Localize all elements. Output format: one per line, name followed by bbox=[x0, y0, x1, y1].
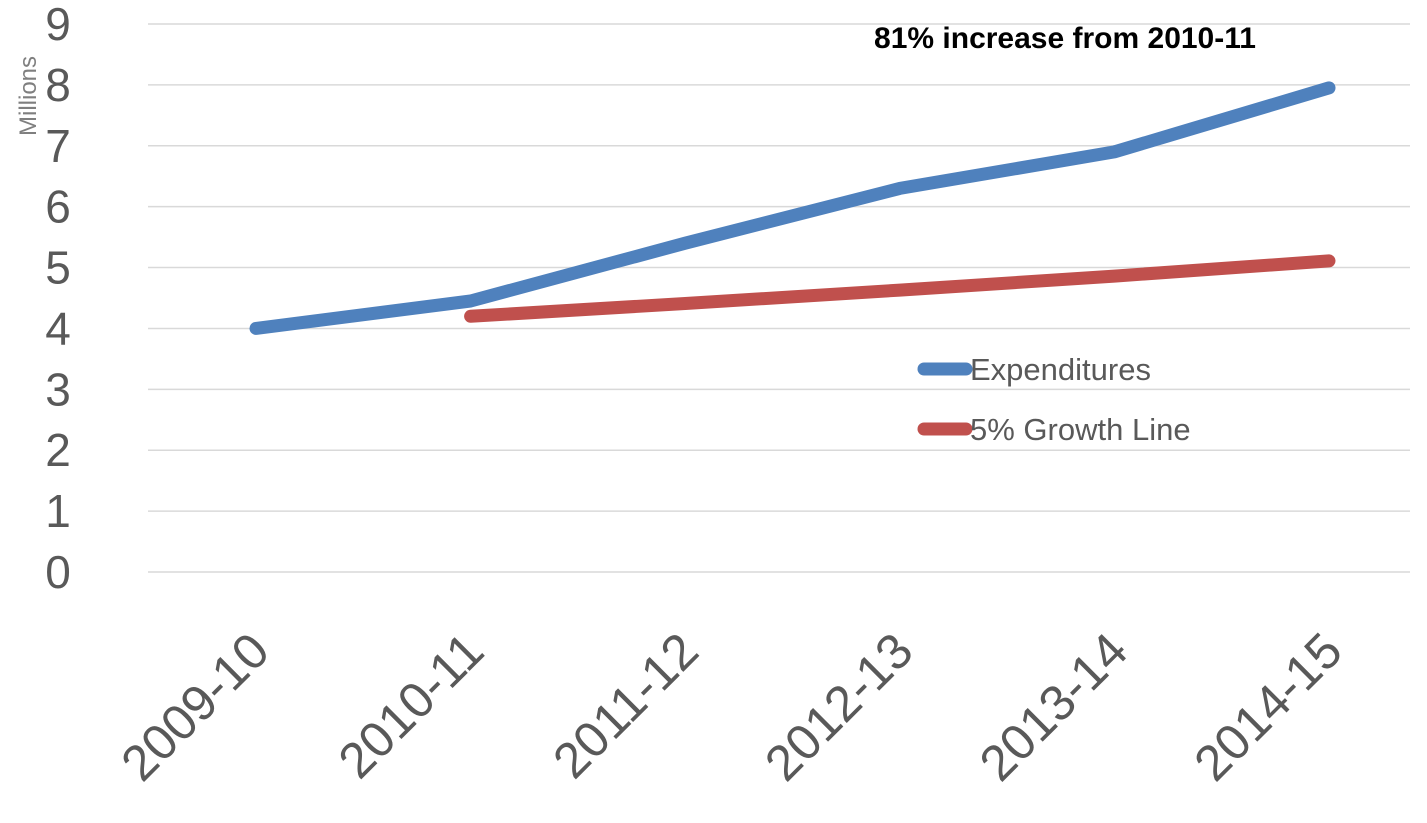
legend: Expenditures 5% Growth Line bbox=[917, 352, 1191, 447]
y-tick-label-4: 4 bbox=[45, 302, 71, 354]
y-tick-label-9: 9 bbox=[45, 0, 71, 50]
y-tick-label-5: 5 bbox=[45, 242, 71, 294]
x-tick-label-2013-14: 2013-14 bbox=[969, 622, 1138, 791]
x-tick-label-2009-10: 2009-10 bbox=[110, 622, 279, 791]
x-tick-label-2014-15: 2014-15 bbox=[1183, 622, 1352, 791]
x-tick-label-2011-12: 2011-12 bbox=[542, 622, 709, 789]
series-lines bbox=[249, 81, 1336, 335]
gridlines bbox=[148, 23, 1410, 573]
series-line-expenditures bbox=[249, 81, 1336, 335]
y-axis-ticks: 0 1 2 3 4 5 6 7 8 9 bbox=[45, 0, 71, 598]
x-tick-label-2010-11: 2010-11 bbox=[328, 622, 495, 789]
y-tick-label-7: 7 bbox=[45, 120, 71, 172]
x-axis-ticks: 2009-10 2010-11 2011-12 2012-13 2013-14 2014-… bbox=[110, 622, 1352, 791]
legend-label-5-growth-line: 5% Growth Line bbox=[970, 412, 1191, 447]
x-tick-label-2012-13: 2012-13 bbox=[754, 622, 923, 791]
y-tick-label-2: 2 bbox=[45, 424, 71, 476]
y-tick-label-6: 6 bbox=[45, 181, 71, 233]
legend-label-expenditures: Expenditures bbox=[970, 352, 1151, 387]
y-tick-label-1: 1 bbox=[45, 485, 71, 537]
y-tick-label-3: 3 bbox=[45, 363, 71, 415]
y-tick-label-0: 0 bbox=[45, 546, 71, 598]
chart-annotation: 81% increase from 2010-11 bbox=[874, 22, 1256, 55]
series-line-5-growth-line bbox=[464, 254, 1336, 323]
y-axis-label: Millions bbox=[15, 56, 42, 136]
y-tick-label-8: 8 bbox=[45, 59, 71, 111]
